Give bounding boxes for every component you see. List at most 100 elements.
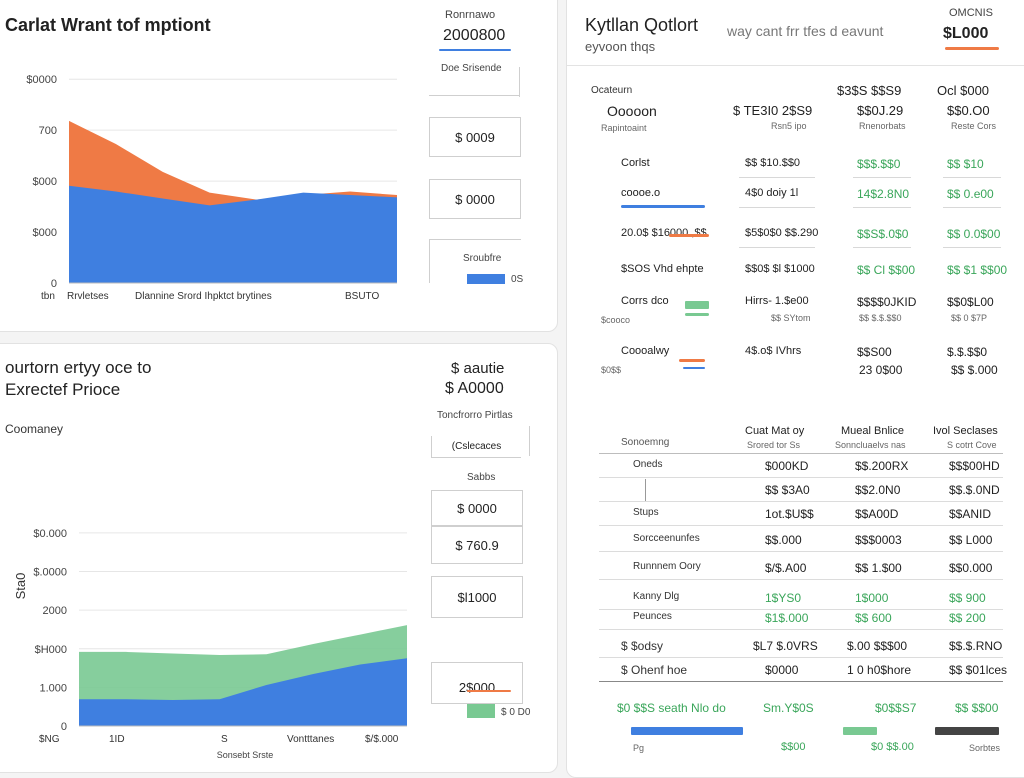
y-tick-label-3: 700 <box>39 125 57 137</box>
t2-head-1: Cuat Mat oy <box>745 425 805 437</box>
bottom-divider-v <box>529 426 530 456</box>
top-kpi-underline <box>439 49 511 51</box>
right-kpi-label: OMCNIS <box>949 7 993 19</box>
t1-head-col-2: Ocl $000 <box>937 83 990 98</box>
right-desc: way cant frr tfes d eavunt <box>727 23 884 39</box>
right-kpi-underline <box>945 47 999 50</box>
t2-row-5-a: Kanny Dlg <box>633 591 680 602</box>
x-tick-label-0: $NG <box>39 734 60 745</box>
t2-row-3-a: Sorcceenunfes <box>633 533 700 544</box>
x-tick-label-1: Rrvletses <box>67 291 109 302</box>
t2-row-6-rule <box>599 629 1003 630</box>
top-divider-1 <box>429 95 519 96</box>
t2-subhead-1: Srored tor Ss <box>747 440 801 450</box>
series-blue-area <box>69 185 397 283</box>
bottom-chart-card: ourtorn ertyy oce to Exrectef Prioce Coo… <box>0 343 558 773</box>
t2-row-1-rule <box>599 501 1003 502</box>
t1-row-6-c: $$S00 <box>857 345 892 359</box>
top-box-2: $ 0000 <box>429 179 521 219</box>
right-subtitle: eyvoon thqs <box>585 39 656 54</box>
t2-subhead-3: S cotrt Cove <box>947 440 997 450</box>
t1-head-left: Ocateurn <box>591 85 633 96</box>
top-kpi-value: 2000800 <box>443 27 506 44</box>
t2-row-6-b: $1$.000 <box>765 611 809 625</box>
top-legend-label: Sroubfre <box>463 253 502 264</box>
bottom-c: $0 $$.00 <box>871 741 914 753</box>
t2-footer-b: Sm.Y$0S <box>763 701 814 715</box>
t1-row-5-b: Hirrs- 1.$e00 <box>745 295 809 307</box>
t1-row-2-b: 4$0 doiy 1l <box>745 187 799 199</box>
t1-row-2-rule-b <box>739 207 815 208</box>
t1-row-2-rule-c <box>853 207 911 208</box>
t2-row-4-c: $$ 1.$00 <box>855 561 902 575</box>
t1-row-6-d2: $$ $.000 <box>951 363 998 377</box>
x-axis-title: Sonsebt Srste <box>217 750 274 760</box>
t1-row-0-a2: Rapintoaint <box>601 123 647 133</box>
bottom-box-3: $l1000 <box>431 576 523 618</box>
t2-row-6-c: $$ 600 <box>855 611 892 625</box>
top-chart-card: Carlat Wrant tof mptiont 0 $000 $000 700 $00… <box>0 0 558 332</box>
series-blue-area <box>79 658 407 726</box>
t1-row-0-b: $ TE3I0 2$S9 <box>733 103 813 118</box>
right-title: Kytllan Qotlort <box>585 15 699 35</box>
t2-row-0-rule <box>599 477 1003 478</box>
t1-row-5-c2: $$ $.$.$$0 <box>859 313 902 323</box>
t1-row-2-c: 14$2.8N0 <box>857 187 910 201</box>
bottom-chart-title-1: ourtorn ertyy oce to <box>5 358 152 377</box>
t1-row-2-rule-d <box>943 207 1001 208</box>
t2-row-4-d: $$0.000 <box>949 561 993 575</box>
t2-row-2-d: $$ANID <box>949 507 992 521</box>
t1-row-0-d: $$0.O0 <box>947 103 990 118</box>
bottom-kpi-value: $ A0000 <box>445 380 504 397</box>
t1-row-1-b: $$ $10.$$0 <box>745 157 801 169</box>
top-divider-v <box>519 67 520 97</box>
bottom-legend-value: $ 0 D0 <box>501 707 531 718</box>
right-kpi-value: $L000 <box>943 25 989 42</box>
t2-row-4-rule <box>599 579 1003 580</box>
t2-head-0: Sonoemng <box>621 437 670 448</box>
t2-subhead-2: Sonncluaelvs nas <box>835 440 906 450</box>
t1-row-1-rule-c <box>853 177 911 178</box>
t2-tick <box>645 479 646 501</box>
t1-row-3-rule-c <box>853 247 911 248</box>
t2-footer-a: $0 $$S seath Nlo do <box>617 701 726 715</box>
t2-row-6-d: $$ 200 <box>949 611 986 625</box>
t1-accent-blue <box>621 205 705 208</box>
t1-row-5-d: $$0$L00 <box>947 295 994 309</box>
bottom-area-chart: 0 1.000 $H000 2000 $.0000 $0.000 $NG 1ID S Vonttt… <box>13 528 407 760</box>
top-legend-value: 0S <box>511 274 524 285</box>
t1-row-6-d: $.$.$$0 <box>947 345 988 359</box>
y-tick-label-2: $000 <box>33 176 57 188</box>
t1-row-2-d: $$ 0.e00 <box>947 187 994 201</box>
t1-row-2-a: coooe.o <box>621 187 661 199</box>
right-header-rule <box>567 65 1024 66</box>
t1-accent-blue-2 <box>683 367 705 369</box>
t1-row-1-rule-b <box>739 177 815 178</box>
t2-row-8-c: 1 0 h0$hore <box>847 663 912 677</box>
top-kpi-label: Ronrnawo <box>445 9 496 21</box>
bottom-d: Sorbtes <box>969 743 1001 753</box>
t2-row-2-b: 1ot.$U$$ <box>765 507 814 521</box>
y-tick-label-5: $0.000 <box>33 528 67 540</box>
x-tick-label-3: Vontttanes <box>287 734 334 745</box>
t2-row-7-a: $ $odsy <box>621 639 664 653</box>
y-tick-label-3: 2000 <box>43 605 67 617</box>
t1-row-3-rule-d <box>943 247 1001 248</box>
t2-row-1-b: $$ $3A0 <box>765 483 810 497</box>
footer-bar-blue <box>631 727 743 735</box>
y-tick-label-4: $0000 <box>26 74 57 86</box>
t2-head-rule <box>599 453 1003 454</box>
t2-row-3-rule <box>599 551 1003 552</box>
bottom-side-label: Coomaney <box>5 422 64 436</box>
top-box-1: $ 0009 <box>429 117 521 157</box>
bottom-box-0: (Cslecaces <box>431 436 521 458</box>
t2-footer-d: $$ $$00 <box>955 701 999 715</box>
t2-row-6-a: Peunces <box>633 611 672 622</box>
t1-row-1-a: Corlst <box>621 157 650 169</box>
t2-row-7-b: $L7 $.0VRS <box>753 639 818 653</box>
t2-row-2-a: Stups <box>633 507 659 518</box>
x-tick-label-2: Dlannine Srord Ihpktct brytines <box>135 291 272 302</box>
top-legend-swatch <box>467 274 505 284</box>
t1-row-4-d: $$ $1 $$00 <box>947 263 1008 277</box>
bottom-legend-swatch <box>467 704 495 718</box>
